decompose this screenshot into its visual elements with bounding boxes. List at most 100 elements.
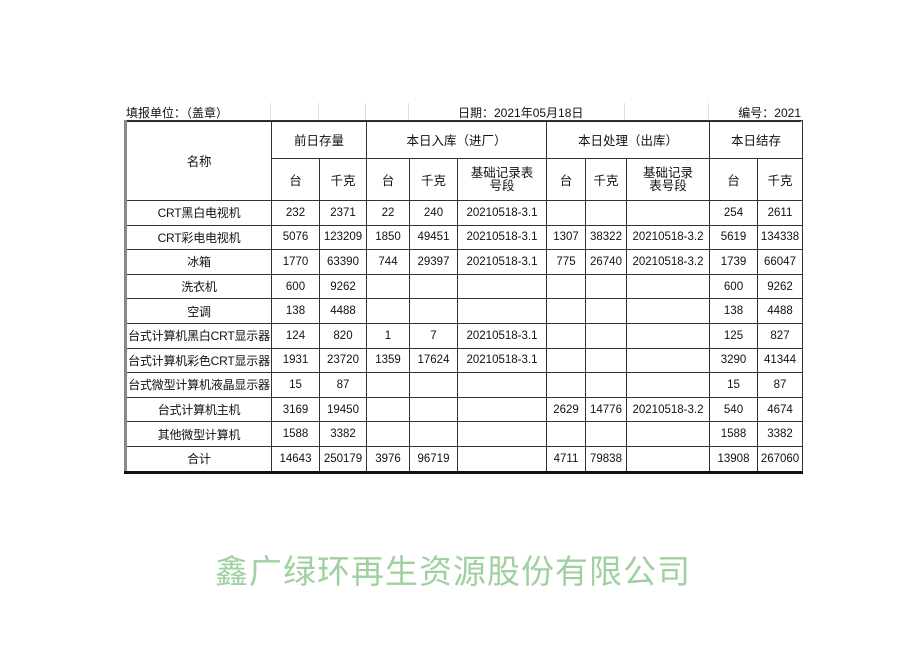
cell-p-kg: 23720 [319,347,367,374]
cell-o-u [546,421,586,447]
grid-line [365,103,366,120]
cell-c-u: 5619 [709,224,758,251]
cell-o-rec [626,421,710,447]
cell-i-kg: 7 [409,322,458,349]
cell-o-u [546,200,586,226]
cell-name: CRT彩电电视机 [124,224,272,251]
cell-i-kg: 96719 [409,445,458,474]
table-row: 台式计算机彩色CRT显示器 1931 23720 1359 17624 20210518-… [124,347,803,374]
cell-i-u: 22 [366,200,410,226]
col-processed: 本日处理（出库） [546,120,710,159]
cell-name: 台式计算机主机 [124,396,272,423]
cell-p-kg: 4488 [319,298,367,324]
cell-o-kg [585,273,627,300]
table-row: 冰箱 1770 63390 744 29397 20210518-3.1 775 26740 2… [124,249,803,275]
cell-i-kg: 17624 [409,347,458,374]
cell-o-kg [585,372,627,398]
table-row: CRT彩电电视机 5076 123209 1850 49451 20210518-3.1 1… [124,224,803,251]
cell-i-u [366,273,410,300]
grid-line [408,103,409,120]
col-inbound: 本日入库（进厂） [366,120,547,159]
cell-p-kg: 9262 [319,273,367,300]
cell-o-u: 2629 [546,396,586,423]
col-kg: 千克 [319,158,367,201]
cell-p-kg: 19450 [319,396,367,423]
cell-i-rec: 20210518-3.1 [457,200,547,226]
table-row: 空调 138 4488 138 4488 [124,298,803,324]
cell-o-rec [626,322,710,349]
cell-p-kg: 820 [319,322,367,349]
cell-c-u: 3290 [709,347,758,374]
cell-i-u: 3976 [366,445,410,474]
cell-name: 台式微型计算机液晶显示器 [124,372,272,398]
cell-o-u [546,273,586,300]
col-prev-stock: 前日存量 [271,120,367,159]
cell-c-kg: 4674 [757,396,803,423]
cell-c-u: 1588 [709,421,758,447]
col-kg: 千克 [585,158,627,201]
cell-c-u: 1739 [709,249,758,275]
cell-i-u [366,298,410,324]
number-label: 编号：2021 [738,106,801,120]
col-kg: 千克 [409,158,458,201]
cell-i-kg: 49451 [409,224,458,251]
cell-i-u [366,396,410,423]
cell-c-kg: 4488 [757,298,803,324]
grid-line [318,103,319,120]
cell-p-u: 600 [271,273,320,300]
cell-o-kg [585,200,627,226]
cell-name: 台式计算机黑白CRT显示器 [124,322,272,349]
cell-o-rec: 20210518-3.2 [626,396,710,423]
cell-p-u: 1770 [271,249,320,275]
cell-p-u: 5076 [271,224,320,251]
cell-i-u: 1 [366,322,410,349]
company-watermark: 鑫广绿环再生资源股份有限公司 [215,552,691,591]
cell-c-kg: 87 [757,372,803,398]
cell-c-u: 600 [709,273,758,300]
grid-line [270,103,271,120]
cell-i-kg [409,273,458,300]
cell-c-kg: 3382 [757,421,803,447]
unit-label: 填报单位：（盖章） [126,106,229,120]
cell-o-rec [626,273,710,300]
cell-name: CRT黑白电视机 [124,200,272,226]
cell-o-kg: 79838 [585,445,627,474]
grid-line [708,103,709,120]
cell-i-u: 744 [366,249,410,275]
cell-c-kg: 41344 [757,347,803,374]
table-row: 台式微型计算机液晶显示器 15 87 15 87 [124,372,803,398]
cell-i-u: 1850 [366,224,410,251]
cell-i-kg: 29397 [409,249,458,275]
col-record: 基础记录表号段 [457,158,547,201]
cell-o-kg: 14776 [585,396,627,423]
table-row: 合计 14643 250179 3976 96719 4711 79838 13908 2670… [124,445,803,474]
cell-p-u: 1588 [271,421,320,447]
cell-o-kg [585,347,627,374]
cell-p-kg: 250179 [319,445,367,474]
cell-i-kg [409,421,458,447]
cell-p-kg: 3382 [319,421,367,447]
col-kg: 千克 [757,158,803,201]
cell-c-kg: 134338 [757,224,803,251]
cell-i-kg [409,298,458,324]
cell-o-kg [585,322,627,349]
cell-p-kg: 63390 [319,249,367,275]
inventory-table: 名称 前日存量 本日入库（进厂） 本日处理（出库） 本日结存 台 千克 台 千克… [124,120,803,474]
cell-o-rec: 20210518-3.2 [626,224,710,251]
cell-o-u: 1307 [546,224,586,251]
col-units: 台 [546,158,586,201]
cell-p-kg: 2371 [319,200,367,226]
cell-p-u: 232 [271,200,320,226]
cell-i-rec: 20210518-3.1 [457,347,547,374]
cell-o-kg [585,298,627,324]
cell-i-u [366,372,410,398]
cell-i-rec [457,298,547,324]
cell-i-kg [409,372,458,398]
cell-o-u: 775 [546,249,586,275]
cell-p-u: 138 [271,298,320,324]
cell-o-rec [626,372,710,398]
col-record: 基础记录表号段 [626,158,710,201]
table-row: 其他微型计算机 1588 3382 1588 3382 [124,421,803,447]
cell-name: 台式计算机彩色CRT显示器 [124,347,272,374]
cell-i-kg: 240 [409,200,458,226]
